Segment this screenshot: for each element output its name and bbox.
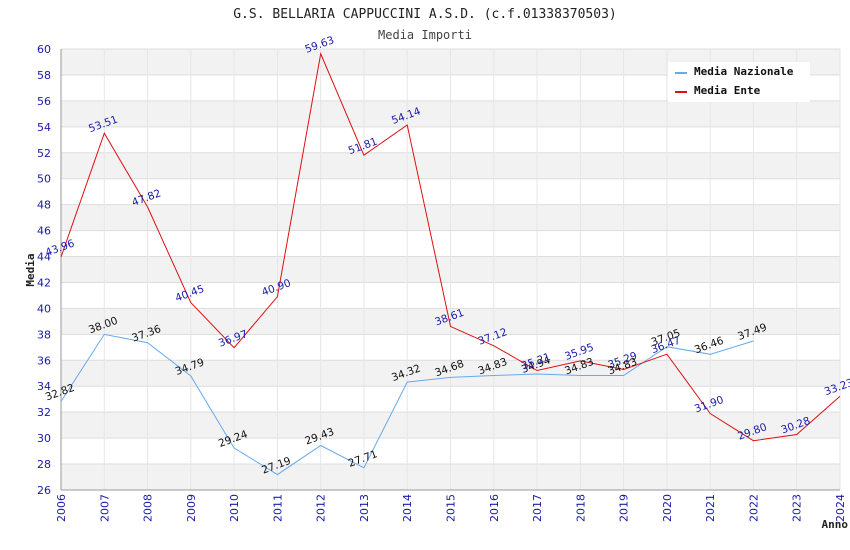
series-line-media-nazionale — [60, 333, 754, 476]
y-axis-label: Media — [24, 253, 37, 286]
legend-label-media-nazionale: Media Nazionale — [694, 65, 794, 78]
y-tick-label: 30 — [37, 432, 51, 445]
y-axis-ticks: 26 28 30 32 34 36 38 40 42 44 46 48 50 52 54 56 58 60 — [37, 43, 51, 497]
y-tick-label: 26 — [37, 484, 51, 497]
x-tick-label: 2016 — [488, 494, 501, 522]
y-tick-label: 58 — [37, 69, 51, 82]
legend-box — [668, 62, 810, 102]
y-tick-label: 44 — [37, 251, 51, 264]
x-tick-label: 2018 — [574, 494, 587, 522]
x-tick-label: 2010 — [228, 494, 241, 522]
x-tick-label: 2014 — [401, 494, 414, 522]
y-tick-label: 40 — [37, 302, 51, 315]
x-tick-label: 2013 — [358, 494, 371, 522]
y-tick-label: 34 — [37, 380, 51, 393]
x-tick-label: 2007 — [98, 494, 111, 522]
y-tick-label: 28 — [37, 458, 51, 471]
y-tick-label: 54 — [37, 121, 51, 134]
chart-subtitle: Media Importi — [378, 28, 472, 42]
x-tick-label: 2011 — [271, 494, 284, 522]
y-tick-label: 32 — [37, 406, 51, 419]
x-axis-label: Anno — [822, 518, 849, 531]
y-tick-label: 38 — [37, 328, 51, 341]
x-tick-label: 2015 — [445, 494, 458, 522]
legend-label-media-ente: Media Ente — [694, 84, 761, 97]
y-tick-label: 50 — [37, 173, 51, 186]
x-tick-label: 2019 — [618, 494, 631, 522]
x-tick-label: 2009 — [185, 494, 198, 522]
legend: Media Nazionale Media Ente — [668, 62, 810, 102]
axes — [60, 49, 840, 491]
x-tick-label: 2023 — [791, 494, 804, 522]
y-tick-label: 36 — [37, 354, 51, 367]
x-tick-label: 2022 — [747, 494, 760, 522]
x-tick-label: 2017 — [531, 494, 544, 522]
y-tick-label: 42 — [37, 276, 51, 289]
x-tick-label: 2020 — [661, 494, 674, 522]
x-axis-ticks: 2006 2007 2008 2009 2010 2011 2012 2013 2014 2015… — [55, 494, 847, 522]
x-tick-label: 2008 — [142, 494, 155, 522]
x-tick-label: 2024 — [834, 494, 847, 522]
x-tick-label: 2006 — [55, 494, 68, 522]
y-tick-label: 48 — [37, 199, 51, 212]
y-tick-label: 52 — [37, 147, 51, 160]
y-tick-label: 46 — [37, 225, 51, 238]
chart-title: G.S. BELLARIA CAPPUCCINI A.S.D. (c.f.013… — [233, 7, 617, 22]
gridlines — [60, 48, 841, 491]
series-group — [60, 52, 841, 476]
x-tick-label: 2012 — [315, 494, 328, 522]
y-tick-label: 60 — [37, 43, 51, 56]
series-line-media-ente — [60, 52, 841, 442]
x-tick-label: 2021 — [704, 494, 717, 522]
y-tick-label: 56 — [37, 95, 51, 108]
